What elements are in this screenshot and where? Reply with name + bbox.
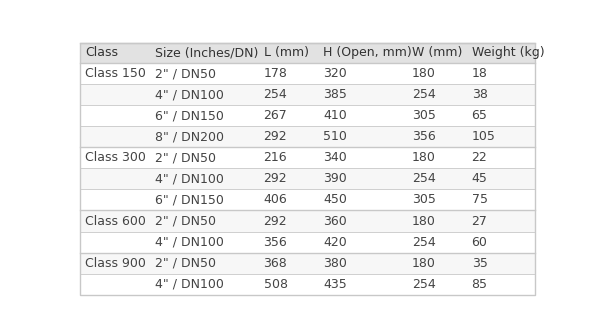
Text: 254: 254 (412, 88, 436, 101)
Text: Class 600: Class 600 (85, 214, 146, 227)
Text: 435: 435 (323, 278, 347, 291)
Text: 4" / DN100: 4" / DN100 (155, 88, 223, 101)
Bar (80, 105, 535, 126)
Text: Class 900: Class 900 (85, 257, 146, 270)
Bar (80, 43, 535, 63)
Text: 60: 60 (472, 235, 487, 248)
Text: 4" / DN100: 4" / DN100 (155, 172, 223, 185)
Text: H (Open, mm): H (Open, mm) (323, 46, 412, 59)
Text: 450: 450 (323, 193, 347, 206)
Text: 180: 180 (412, 67, 436, 80)
Text: 85: 85 (472, 278, 488, 291)
Bar (80, 147, 535, 168)
Text: 27: 27 (472, 214, 487, 227)
Text: 8" / DN200: 8" / DN200 (155, 130, 224, 143)
Text: 305: 305 (412, 193, 436, 206)
Bar (80, 231, 535, 253)
Text: 368: 368 (263, 257, 287, 270)
Text: 385: 385 (323, 88, 347, 101)
Text: 508: 508 (263, 278, 287, 291)
Text: 216: 216 (263, 151, 287, 164)
Text: 510: 510 (323, 130, 347, 143)
Text: 105: 105 (472, 130, 496, 143)
Text: 178: 178 (263, 67, 287, 80)
Text: 254: 254 (412, 235, 436, 248)
Text: 360: 360 (323, 214, 347, 227)
Text: 2" / DN50: 2" / DN50 (155, 214, 215, 227)
Text: 38: 38 (472, 88, 487, 101)
Bar (80, 168, 535, 189)
Text: 65: 65 (472, 109, 487, 122)
Text: 2" / DN50: 2" / DN50 (155, 67, 215, 80)
Text: Class 300: Class 300 (85, 151, 146, 164)
Text: 180: 180 (412, 214, 436, 227)
Text: 2" / DN50: 2" / DN50 (155, 257, 215, 270)
Text: W (mm): W (mm) (412, 46, 463, 59)
Bar (80, 274, 535, 295)
Text: 4" / DN100: 4" / DN100 (155, 278, 223, 291)
Text: Size (Inches/DN): Size (Inches/DN) (155, 46, 258, 59)
Bar (80, 253, 535, 274)
Text: 254: 254 (412, 172, 436, 185)
Text: 6" / DN150: 6" / DN150 (155, 193, 223, 206)
Text: 35: 35 (472, 257, 487, 270)
Text: 292: 292 (263, 130, 287, 143)
Text: Class: Class (85, 46, 118, 59)
Text: 380: 380 (323, 257, 347, 270)
Text: 6" / DN150: 6" / DN150 (155, 109, 223, 122)
Text: 75: 75 (472, 193, 488, 206)
Text: 305: 305 (412, 109, 436, 122)
Bar (80, 210, 535, 231)
Text: 292: 292 (263, 172, 287, 185)
Bar (80, 126, 535, 147)
Text: 267: 267 (263, 109, 287, 122)
Text: 180: 180 (412, 151, 436, 164)
Bar (80, 84, 535, 105)
Text: 180: 180 (412, 257, 436, 270)
Text: 2" / DN50: 2" / DN50 (155, 151, 215, 164)
Bar (80, 63, 535, 84)
Text: 22: 22 (472, 151, 487, 164)
Text: 254: 254 (263, 88, 287, 101)
Text: 390: 390 (323, 172, 347, 185)
Text: 320: 320 (323, 67, 347, 80)
Text: 356: 356 (412, 130, 436, 143)
Text: 4" / DN100: 4" / DN100 (155, 235, 223, 248)
Bar (80, 189, 535, 210)
Text: 410: 410 (323, 109, 347, 122)
Text: 292: 292 (263, 214, 287, 227)
Text: 340: 340 (323, 151, 347, 164)
Text: 356: 356 (263, 235, 287, 248)
Text: Weight (kg): Weight (kg) (472, 46, 544, 59)
Text: 420: 420 (323, 235, 347, 248)
Text: Class 150: Class 150 (85, 67, 146, 80)
Text: 254: 254 (412, 278, 436, 291)
Text: 406: 406 (263, 193, 287, 206)
Text: 18: 18 (472, 67, 487, 80)
Text: L (mm): L (mm) (263, 46, 308, 59)
Text: 45: 45 (472, 172, 487, 185)
